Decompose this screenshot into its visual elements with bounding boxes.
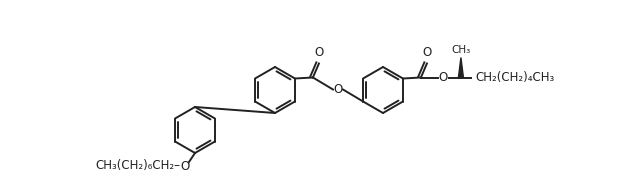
Text: CH₂(CH₂)₄CH₃: CH₂(CH₂)₄CH₃: [475, 71, 554, 84]
Polygon shape: [458, 58, 463, 78]
Text: O: O: [314, 46, 324, 60]
Text: O: O: [422, 46, 431, 60]
Text: O: O: [438, 71, 447, 84]
Text: CH₃(CH₂)₆CH₂–: CH₃(CH₂)₆CH₂–: [95, 159, 180, 172]
Text: CH₃: CH₃: [451, 45, 470, 55]
Text: O: O: [180, 159, 189, 172]
Text: O: O: [333, 83, 342, 96]
